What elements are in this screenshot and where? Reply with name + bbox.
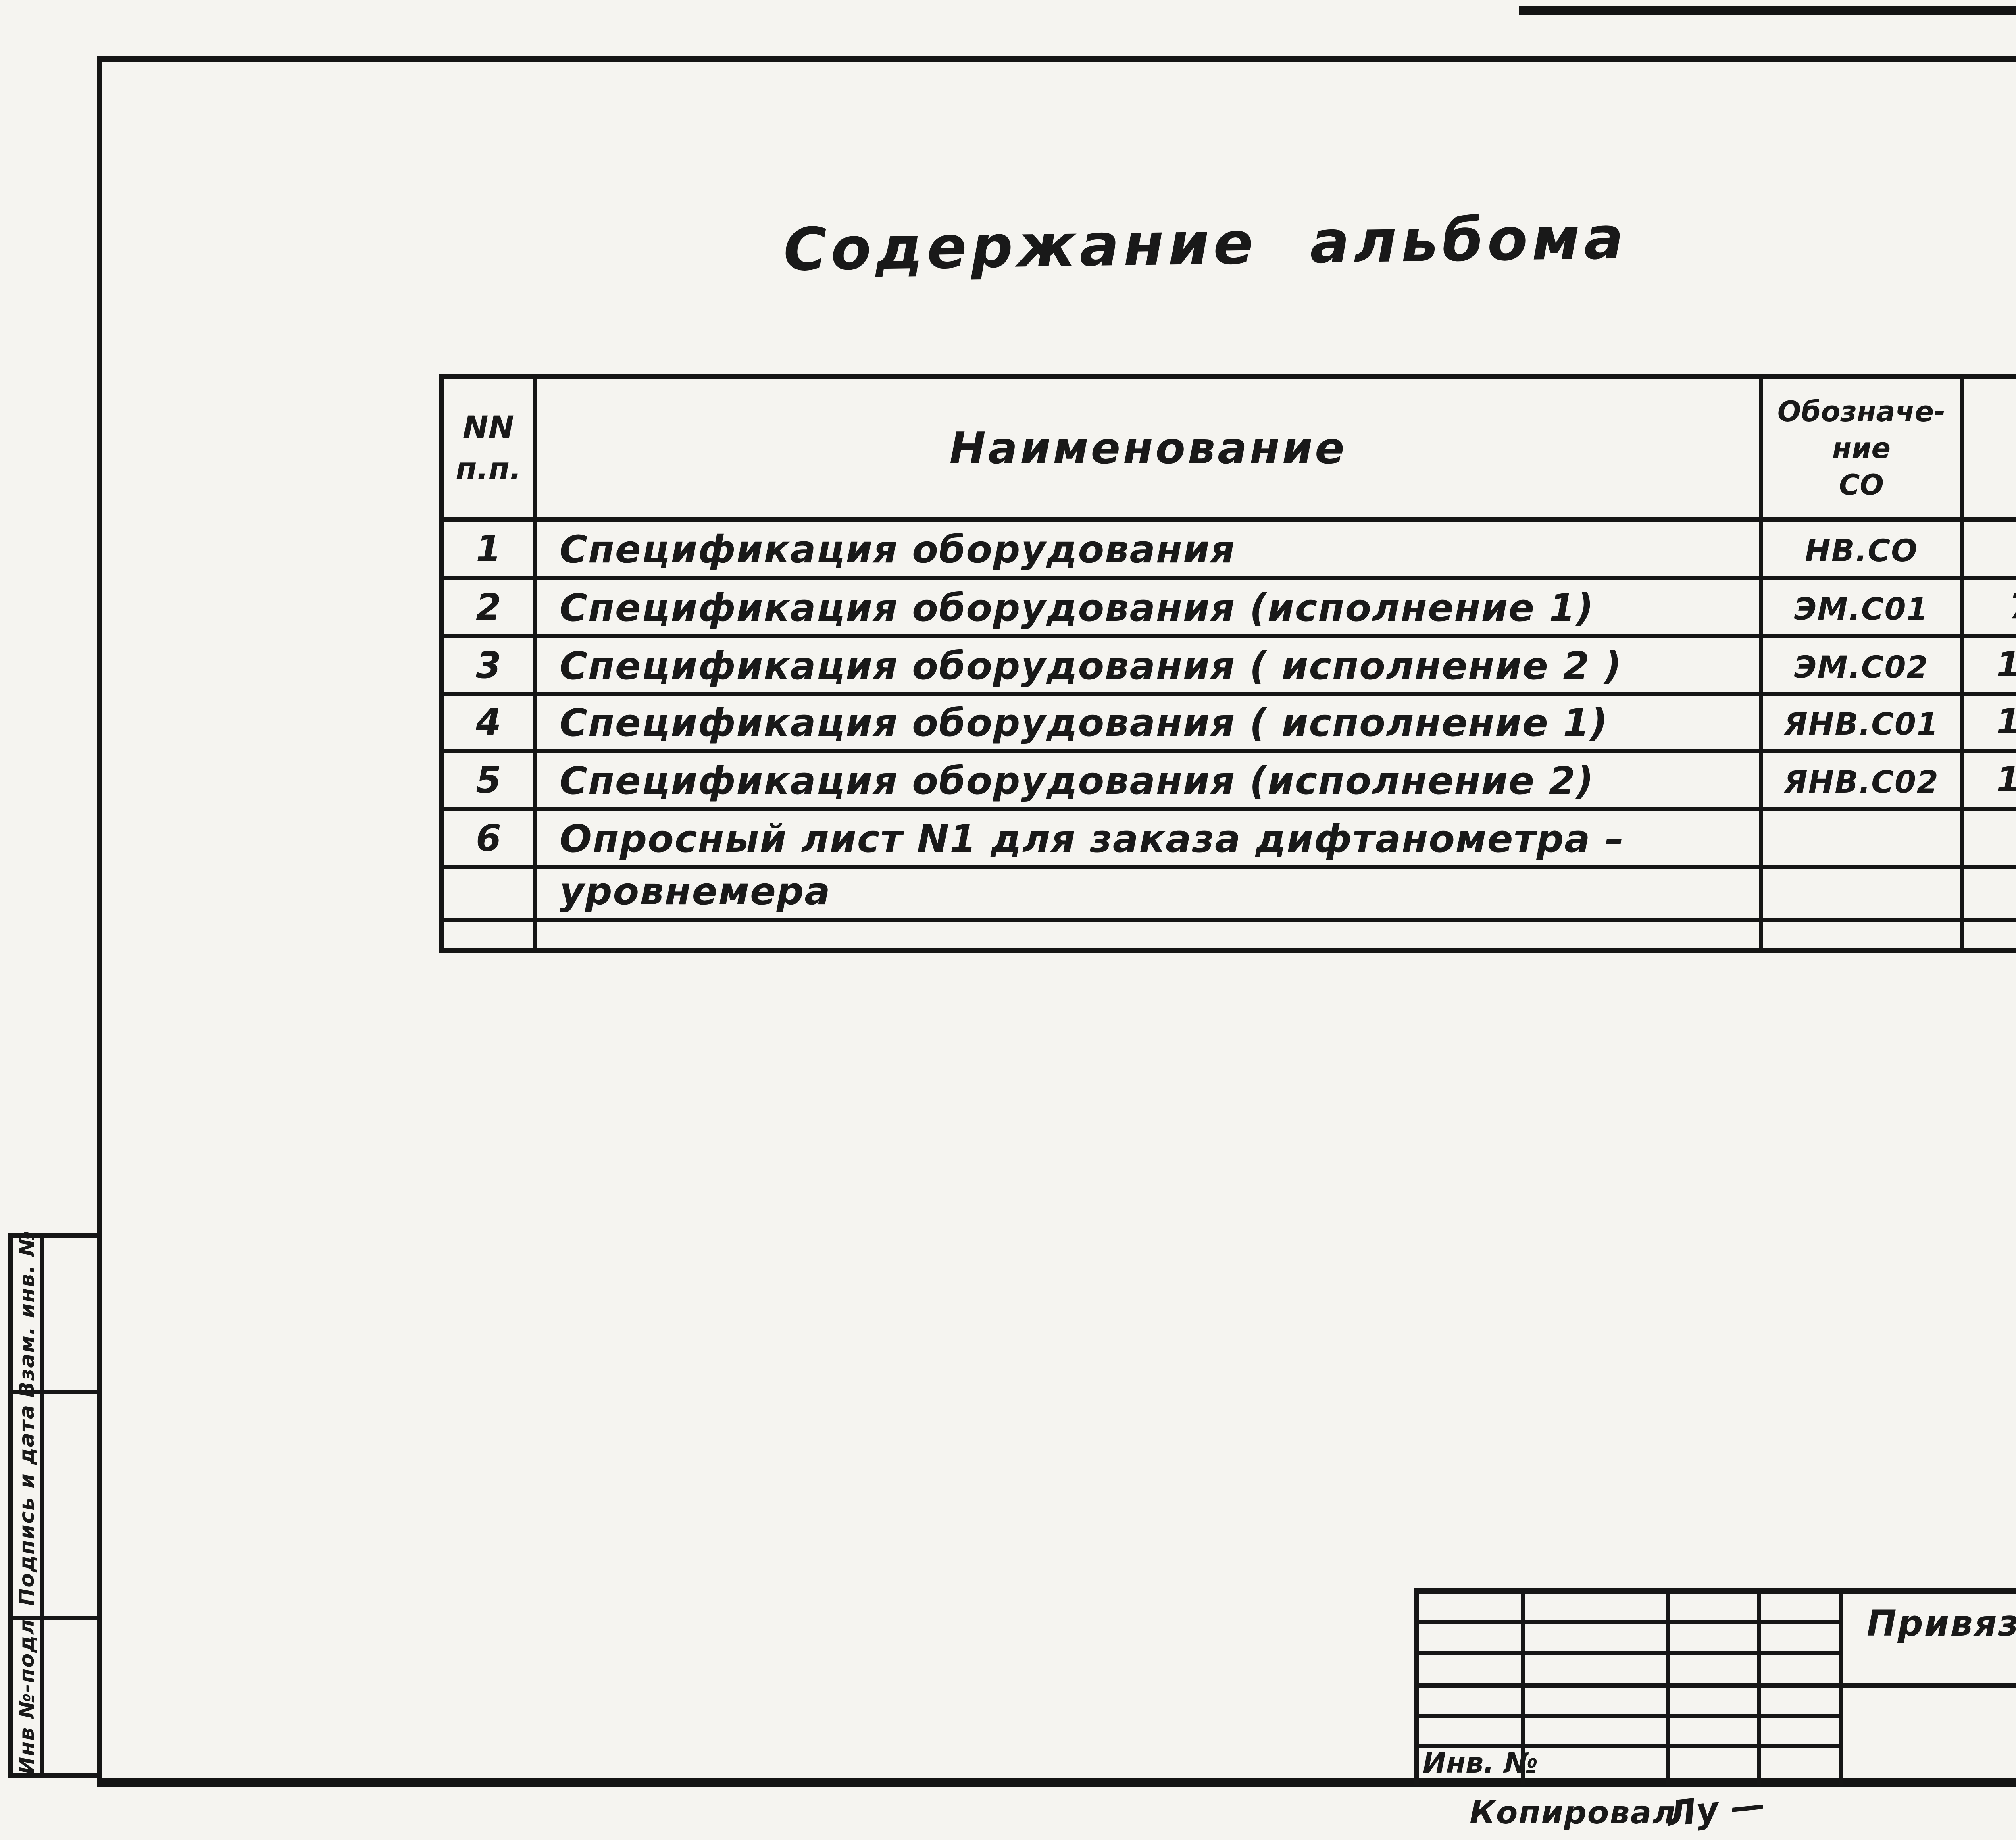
- header-code-line3: СО: [1839, 468, 1884, 502]
- table-row: 4 Спецификация оборудования ( исполнение…: [444, 696, 2016, 753]
- side-stamp-bottom-line: [8, 1773, 98, 1778]
- copied-signature: Лу —: [1665, 1784, 1767, 1835]
- row-num: 6: [444, 811, 537, 865]
- row-name: Спецификация оборудования ( исполнение 2…: [537, 638, 1763, 692]
- row-code: [1763, 922, 1964, 948]
- row-code: ЭМ.С01: [1763, 580, 1964, 634]
- row-num: 5: [444, 753, 537, 807]
- side-stamp-cell-podpis: Подпись и дата: [13, 1394, 41, 1616]
- side-stamp-divider-line: [40, 1233, 44, 1775]
- inv-number-label: Инв. №: [1422, 1746, 1538, 1780]
- side-stamp-cell-inv: Инв №-подл: [13, 1618, 41, 1775]
- titleblock-note: Привязан: [1867, 1603, 2016, 1644]
- header-name: Наименование: [537, 379, 1763, 517]
- row-name: Спецификация оборудования: [537, 522, 1763, 576]
- row-name: Спецификация оборудования (исполнение 2): [537, 753, 1763, 807]
- row-code: [1763, 811, 1964, 865]
- titleblock-grid-line: [1414, 1620, 1839, 1624]
- row-pages: [1964, 922, 2016, 948]
- header-num-line1: NN: [462, 409, 514, 445]
- sheet-frame: [97, 56, 2016, 1787]
- titleblock-grid-line: [1414, 1744, 1839, 1748]
- row-pages: 14÷17: [1964, 696, 2016, 749]
- row-num: 4: [444, 696, 537, 749]
- row-name: Спецификация оборудования ( исполнение 1…: [537, 696, 1763, 749]
- side-stamp-line: [8, 1390, 98, 1394]
- header-code-line2: ние: [1832, 431, 1891, 465]
- table-row: 6 Опросный лист N1 для заказа дифтаномет…: [444, 811, 2016, 869]
- titleblock-vline: [1414, 1588, 1419, 1785]
- side-stamp-left-line: [8, 1233, 13, 1778]
- top-edge-line: [1519, 6, 2016, 15]
- row-name: Опросный лист N1 для заказа дифтанометра…: [537, 811, 1763, 865]
- row-pages: 18÷21: [1964, 753, 2016, 807]
- table-row: уровнемера: [444, 869, 2016, 922]
- table-row: 1 Спецификация оборудования НВ.СО 4÷6: [444, 522, 2016, 580]
- row-code: ЭМ.С02: [1763, 638, 1964, 692]
- page-title: Содержание альбома: [783, 204, 1628, 284]
- titleblock-grid-line: [1414, 1714, 1839, 1718]
- header-num: NN п.п.: [444, 379, 537, 517]
- titleblock-vline: [1666, 1588, 1670, 1785]
- table-row: 5 Спецификация оборудования (исполнение …: [444, 753, 2016, 811]
- header-code-line1: Обозначе-: [1777, 395, 1946, 428]
- row-code: ЯНВ.С01: [1763, 696, 1964, 749]
- row-pages: 4÷6: [1964, 522, 2016, 576]
- row-pages: 7÷10: [1964, 580, 2016, 634]
- titleblock-middle-line: [1414, 1683, 2016, 1688]
- row-code: [1763, 869, 1964, 918]
- contents-table: NN п.п. Наименование Обозначе- ние СО Ст…: [439, 374, 2016, 953]
- row-pages: [1964, 869, 2016, 918]
- header-pages: Стр.: [1964, 379, 2016, 517]
- side-stamp-cell-vzam: Взам. инв. №: [13, 1230, 41, 1398]
- side-stamp-line: [8, 1616, 98, 1620]
- row-pages: 22: [1964, 811, 2016, 865]
- side-stamp-label: Инв №-подл: [15, 1618, 39, 1775]
- copied-label: Копировал: [1470, 1795, 1677, 1831]
- row-num: 1: [444, 522, 537, 576]
- row-num: [444, 869, 537, 918]
- row-name: уровнемера: [537, 869, 1763, 918]
- row-name: [537, 922, 1763, 948]
- table-row: 3 Спецификация оборудования ( исполнение…: [444, 638, 2016, 696]
- header-num-line2: п.п.: [456, 451, 521, 487]
- header-code: Обозначе- ние СО: [1763, 379, 1964, 517]
- row-num: [444, 922, 537, 948]
- titleblock-vline: [1839, 1588, 1843, 1785]
- table-row: 2 Спецификация оборудования (исполнение …: [444, 580, 2016, 638]
- row-code: ЯНВ.С02: [1763, 753, 1964, 807]
- titleblock-vline: [1757, 1588, 1761, 1785]
- row-pages: 11÷13: [1964, 638, 2016, 692]
- titleblock-grid-line: [1414, 1651, 1839, 1655]
- side-stamp-top-line: [8, 1233, 98, 1238]
- titleblock-top-line: [1414, 1588, 2016, 1594]
- row-num: 3: [444, 638, 537, 692]
- table-row: [444, 922, 2016, 948]
- side-stamp-label: Подпись и дата: [15, 1404, 40, 1606]
- row-name: Спецификация оборудования (исполнение 1): [537, 580, 1763, 634]
- header-name-label: Наименование: [949, 423, 1347, 474]
- row-num: 2: [444, 580, 537, 634]
- row-code: НВ.СО: [1763, 522, 1964, 576]
- side-stamp-label: Взам. инв. №: [15, 1230, 39, 1398]
- table-header-row: NN п.п. Наименование Обозначе- ние СО Ст…: [444, 379, 2016, 522]
- titleblock-vline: [1521, 1588, 1525, 1785]
